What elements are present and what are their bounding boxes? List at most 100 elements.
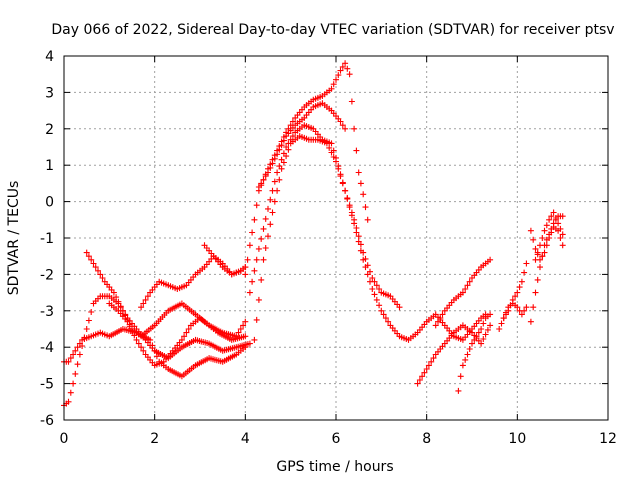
series-arc-10	[255, 100, 349, 190]
data-point	[83, 326, 90, 332]
data-point	[557, 235, 564, 241]
data-point	[237, 326, 244, 332]
data-point	[360, 249, 367, 256]
data-point	[355, 169, 362, 176]
data-point	[457, 373, 464, 380]
data-point	[271, 155, 278, 162]
data-point	[339, 122, 346, 129]
data-point	[251, 267, 258, 274]
data-point	[437, 315, 444, 322]
data-point	[421, 369, 428, 376]
data-point	[242, 271, 249, 278]
y-tick-label: -3	[40, 304, 54, 320]
data-point	[534, 249, 541, 256]
data-point	[469, 340, 475, 347]
data-point	[353, 147, 360, 154]
data-point	[362, 255, 369, 262]
data-point	[355, 233, 362, 240]
data-point	[280, 137, 287, 144]
data-point	[83, 249, 90, 256]
data-point	[514, 289, 521, 296]
data-point	[473, 333, 480, 340]
data-point	[133, 336, 140, 343]
data-point	[269, 209, 276, 216]
data-point	[276, 176, 283, 183]
data-point	[475, 329, 482, 336]
series-arc-15	[500, 300, 530, 322]
y-tick-label: -6	[40, 413, 54, 429]
data-point	[532, 245, 539, 252]
data-point	[532, 256, 539, 263]
data-point	[258, 235, 265, 242]
data-point	[346, 71, 353, 78]
data-point	[559, 213, 566, 220]
data-point	[380, 311, 387, 318]
series-arc-6	[201, 242, 249, 278]
x-tick-label: 6	[332, 431, 341, 447]
data-point	[364, 262, 371, 269]
data-point	[330, 154, 337, 160]
data-point	[455, 387, 462, 394]
x-tick-label: 12	[599, 431, 617, 447]
data-point	[548, 213, 555, 220]
series-arc-1	[61, 326, 249, 380]
y-tick-label: -4	[40, 340, 54, 356]
data-point	[126, 323, 133, 330]
data-point	[348, 209, 355, 216]
data-point	[95, 267, 101, 274]
data-point	[278, 165, 285, 172]
data-point	[353, 225, 360, 231]
data-point	[88, 309, 95, 315]
data-point	[135, 340, 142, 347]
data-point	[546, 216, 553, 223]
data-point	[396, 304, 403, 311]
data-point	[548, 229, 555, 236]
x-tick-label: 8	[422, 431, 431, 447]
data-point	[344, 195, 351, 201]
data-point	[235, 329, 242, 336]
data-point	[439, 311, 446, 318]
data-point	[72, 347, 79, 354]
data-point	[72, 370, 79, 377]
x-tick-label: 2	[150, 431, 159, 447]
data-point	[274, 151, 281, 158]
data-point	[462, 356, 469, 363]
data-point	[255, 184, 262, 190]
data-point	[274, 169, 281, 176]
data-point	[557, 225, 564, 232]
data-point	[265, 233, 271, 240]
data-point	[70, 351, 77, 358]
data-point	[242, 318, 249, 325]
x-axis-label: GPS time / hours	[276, 459, 393, 475]
grid	[64, 56, 608, 420]
series-arc-11	[414, 322, 494, 387]
data-point	[459, 362, 466, 369]
data-point	[371, 278, 378, 285]
data-point	[249, 229, 256, 236]
data-point	[342, 125, 349, 132]
data-point	[516, 284, 523, 291]
data-point	[274, 187, 281, 194]
data-point	[464, 351, 471, 358]
data-point	[559, 231, 566, 238]
data-point	[373, 282, 380, 289]
y-tick-label: 3	[45, 85, 54, 101]
data-point	[85, 317, 92, 324]
data-point	[369, 286, 376, 292]
series-arc-9	[251, 133, 403, 343]
data-point	[255, 245, 262, 252]
data-point	[364, 216, 371, 223]
data-point	[530, 236, 537, 243]
data-point	[267, 221, 274, 228]
data-point	[265, 205, 271, 212]
data-point	[244, 256, 251, 263]
series-arc-18	[532, 209, 566, 263]
data-point	[527, 227, 534, 234]
data-point	[76, 351, 83, 358]
data-point	[289, 118, 296, 125]
data-point	[113, 294, 120, 301]
data-point	[115, 298, 122, 305]
series-arc-8	[246, 122, 489, 343]
data-point	[260, 256, 267, 263]
x-tick-label: 0	[60, 431, 69, 447]
